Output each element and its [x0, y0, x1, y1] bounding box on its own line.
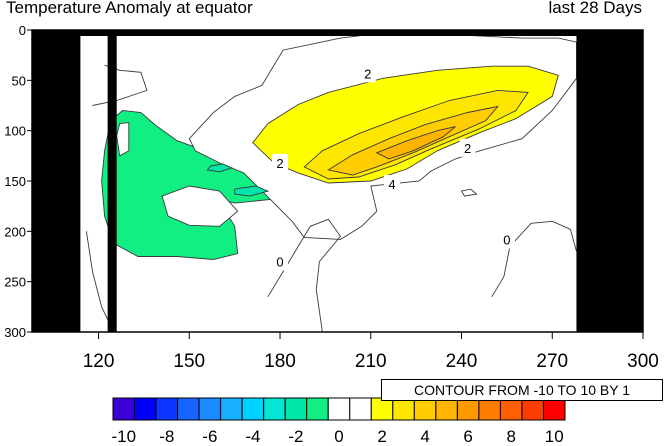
colorbar-swatch-12: [370, 397, 394, 421]
svg-text:2: 2: [364, 66, 371, 81]
contour-label-5: 0: [272, 252, 289, 271]
colorbar-swatch-5: [220, 397, 243, 421]
svg-text:2: 2: [276, 156, 283, 171]
chart-title: Temperature Anomaly at equator: [6, 0, 253, 17]
plot-area: [32, 30, 643, 332]
colorbar-swatch-3: [177, 397, 200, 421]
contour-blob-0: [206, 163, 233, 173]
contour-blob-1: [234, 185, 270, 197]
contour-hole-0: [161, 185, 239, 227]
colorbar-swatch-1: [134, 397, 157, 421]
y-tick-label-0: 0: [19, 23, 26, 38]
contour-label-2: 4: [383, 175, 400, 194]
colorbar-swatch-20: [542, 397, 566, 421]
colorbar-label--6: -6: [202, 427, 217, 446]
x-tick-label-240: 240: [446, 351, 478, 372]
colorbar-swatch-4: [198, 397, 222, 421]
colorbar-swatch-2: [155, 397, 179, 421]
y-tick-label-250: 250: [4, 275, 26, 290]
svg-text:2: 2: [464, 141, 471, 156]
colorbar-label-2: 2: [377, 427, 386, 446]
colorbar-swatch-7: [263, 397, 286, 421]
contour-label-0: 2: [359, 64, 376, 83]
colorbar-label-6: 6: [463, 427, 472, 446]
svg-text:0: 0: [503, 232, 510, 247]
contour-label-1: 2: [272, 153, 289, 172]
contour-blob-2: [460, 188, 478, 197]
colorbar-swatch-8: [284, 397, 308, 421]
x-tick-label-300: 300: [627, 351, 659, 372]
x-tick-label-210: 210: [355, 351, 387, 372]
colorbar-swatch-18: [499, 397, 523, 421]
colorbar-swatch-17: [478, 397, 501, 421]
colorbar-label-4: 4: [420, 427, 429, 446]
svg-text:0: 0: [276, 255, 283, 270]
colorbar-label-8: 8: [506, 427, 515, 446]
colorbar-swatch-10: [327, 397, 351, 421]
x-tick-label-150: 150: [173, 351, 205, 372]
colorbar-swatch-11: [349, 397, 372, 421]
missing-data-column-0: [32, 30, 81, 332]
contour-hole-1: [116, 122, 130, 157]
colorbar-swatch-15: [435, 397, 458, 421]
colorbar-label-0: 0: [334, 427, 343, 446]
colorbar-swatch-16: [456, 397, 480, 421]
colorbar-label--8: -8: [159, 427, 174, 446]
colorbar-label--2: -2: [288, 427, 303, 446]
colorbar-label--10: -10: [111, 427, 136, 446]
colorbar-swatch-6: [241, 397, 265, 421]
zero-contour-line-0: [267, 218, 342, 332]
contour-info-box: CONTOUR FROM -10 TO 10 BY 1: [381, 379, 663, 401]
y-tick-label-50: 50: [12, 73, 26, 88]
period-label: last 28 Days: [548, 0, 642, 17]
y-tick-label-200: 200: [4, 224, 26, 239]
colorbar-swatch-13: [392, 397, 415, 421]
colorbar-swatch-14: [413, 397, 437, 421]
y-tick-label-300: 300: [4, 325, 26, 340]
colorbar-swatch-9: [306, 397, 329, 421]
contour-label-3: 2: [459, 138, 476, 157]
missing-data-column-1: [107, 30, 117, 332]
missing-data-strip: [32, 30, 643, 36]
colorbar-label-10: 10: [545, 427, 564, 446]
x-tick-label-270: 270: [536, 351, 568, 372]
y-tick-label-150: 150: [4, 174, 26, 189]
x-tick-label-120: 120: [83, 351, 115, 372]
y-tick-label-100: 100: [4, 124, 26, 139]
colorbar-swatch-0: [112, 397, 136, 421]
zero-contour-line-1: [491, 220, 577, 298]
missing-data-column-2: [576, 30, 643, 332]
contour-label-4: 0: [498, 230, 515, 249]
x-tick-label-180: 180: [264, 351, 296, 372]
colorbar-label--4: -4: [245, 427, 260, 446]
contour-fill-pos5-5: [375, 126, 456, 160]
svg-text:4: 4: [388, 177, 395, 192]
colorbar-swatch-19: [521, 397, 544, 421]
